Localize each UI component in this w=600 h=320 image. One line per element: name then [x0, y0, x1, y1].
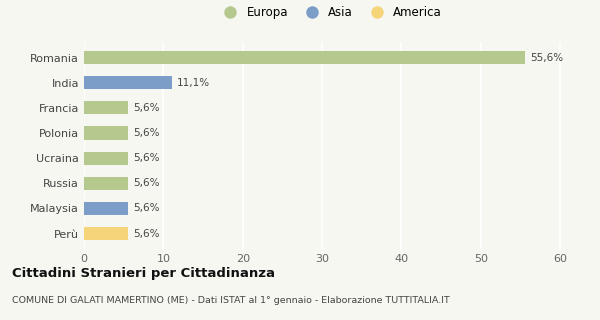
- Bar: [84, 152, 128, 165]
- Bar: [84, 177, 128, 190]
- Bar: [84, 202, 128, 215]
- Text: 5,6%: 5,6%: [133, 178, 160, 188]
- Text: 5,6%: 5,6%: [133, 204, 160, 213]
- Bar: [84, 76, 172, 89]
- Text: 5,6%: 5,6%: [133, 228, 160, 239]
- Bar: [84, 51, 525, 64]
- Text: Cittadini Stranieri per Cittadinanza: Cittadini Stranieri per Cittadinanza: [12, 267, 275, 280]
- Bar: [84, 227, 128, 240]
- Text: 11,1%: 11,1%: [177, 78, 210, 88]
- Text: 5,6%: 5,6%: [133, 128, 160, 138]
- Text: 55,6%: 55,6%: [530, 52, 563, 63]
- Text: 5,6%: 5,6%: [133, 103, 160, 113]
- Legend: Europa, Asia, America: Europa, Asia, America: [218, 6, 442, 19]
- Text: 5,6%: 5,6%: [133, 153, 160, 163]
- Bar: [84, 126, 128, 140]
- Text: COMUNE DI GALATI MAMERTINO (ME) - Dati ISTAT al 1° gennaio - Elaborazione TUTTIT: COMUNE DI GALATI MAMERTINO (ME) - Dati I…: [12, 296, 450, 305]
- Bar: [84, 101, 128, 115]
